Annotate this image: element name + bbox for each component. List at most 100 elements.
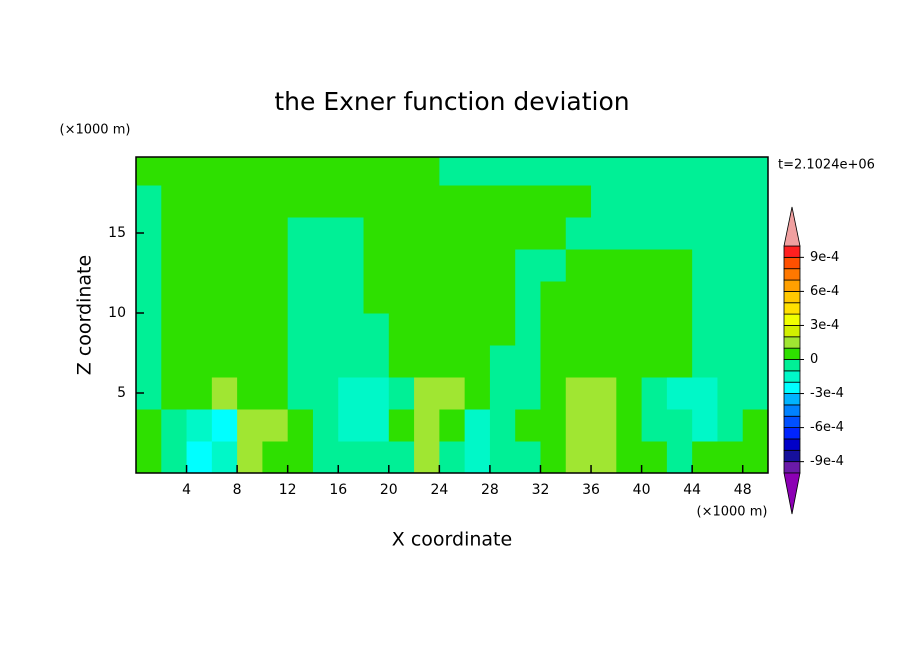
colorbar-high-triangle	[783, 206, 801, 247]
field-cell	[489, 281, 516, 314]
colorbar-box	[783, 302, 801, 315]
field-cell	[161, 281, 188, 314]
field-cell	[363, 157, 390, 186]
field-cell	[211, 441, 238, 473]
field-cell	[515, 249, 541, 282]
field-cell	[262, 217, 289, 250]
x-unit: (×1000 m)	[697, 505, 768, 520]
field-cell	[464, 441, 491, 473]
field-cell	[312, 217, 339, 250]
field-cell	[312, 281, 339, 314]
field-cell	[262, 345, 289, 378]
field-cell	[136, 441, 162, 473]
field-cell	[439, 281, 466, 314]
field-cell	[414, 441, 440, 473]
field-cell	[237, 217, 263, 250]
field-cell	[692, 377, 718, 410]
field-cell	[591, 345, 617, 378]
field-cell	[666, 377, 693, 410]
field-cell	[540, 185, 567, 218]
field-cell	[439, 345, 466, 378]
field-cell	[540, 281, 567, 314]
field-cell	[591, 409, 617, 442]
field-cell	[211, 249, 238, 282]
field-cell	[363, 249, 390, 282]
field-cell	[211, 157, 238, 186]
colorbar-box	[783, 336, 801, 349]
x-tick-label: 12	[279, 482, 297, 498]
field-cell	[414, 217, 440, 250]
x-tick-label: 4	[182, 482, 191, 498]
field-cell	[565, 157, 592, 186]
field-cell	[616, 217, 643, 250]
field-cell	[489, 345, 516, 378]
colorbar-box	[783, 415, 801, 429]
field-cell	[161, 441, 188, 473]
field-cell	[641, 217, 668, 250]
field-cell	[388, 217, 415, 250]
field-cell	[237, 313, 263, 346]
field-cell	[515, 185, 541, 218]
field-cell	[161, 157, 188, 186]
field-cell	[565, 313, 592, 346]
field-cell	[262, 157, 289, 186]
field-cell	[388, 345, 415, 378]
time-label: t=2.1024e+06	[778, 158, 875, 173]
field-cell	[186, 249, 213, 282]
x-tick-label: 48	[734, 482, 752, 498]
field-cell	[591, 281, 617, 314]
field-cell	[312, 249, 339, 282]
x-axis-label: X coordinate	[392, 529, 512, 551]
field-cell	[540, 377, 567, 410]
field-cell	[616, 345, 643, 378]
field-cell	[338, 345, 365, 378]
field-cell	[136, 157, 162, 186]
field-cell	[439, 157, 466, 186]
field-cell	[742, 185, 768, 218]
field-cell	[338, 281, 365, 314]
field-cell	[388, 281, 415, 314]
field-cell	[237, 249, 263, 282]
colorbar-box	[783, 279, 801, 292]
field-cell	[641, 313, 668, 346]
field-cell	[186, 313, 213, 346]
field-cell	[439, 377, 466, 410]
y-tick-label: 15	[108, 225, 126, 241]
field-cell	[237, 441, 263, 473]
chart-title: the Exner function deviation	[274, 87, 629, 116]
field-cell	[742, 249, 768, 282]
field-cell	[641, 377, 668, 410]
field-cell	[287, 313, 314, 346]
field-cell	[692, 409, 718, 442]
colorbar-box	[783, 268, 801, 281]
field-cell	[287, 281, 314, 314]
y-tick-label: 10	[108, 305, 126, 321]
field-cell	[540, 157, 567, 186]
x-tick-label: 24	[430, 482, 448, 498]
x-tick-label: 44	[683, 482, 701, 498]
field-cell	[489, 313, 516, 346]
field-cell	[211, 313, 238, 346]
colorbar-box	[783, 370, 801, 383]
field-cell	[692, 157, 718, 186]
x-tick-label: 16	[329, 482, 347, 498]
field-cell	[186, 409, 213, 442]
field-cell	[161, 249, 188, 282]
field-cell	[666, 441, 693, 473]
colorbar-tick-label: -9e-4	[810, 454, 844, 469]
field-cell	[363, 345, 390, 378]
field-cell	[717, 313, 744, 346]
colorbar-tick-label: -6e-4	[810, 420, 844, 435]
field-cell	[565, 377, 592, 410]
field-cell	[363, 281, 390, 314]
field-cell	[186, 185, 213, 218]
field-cell	[616, 377, 643, 410]
field-cell	[717, 217, 744, 250]
field-cell	[237, 185, 263, 218]
field-cell	[591, 313, 617, 346]
colorbar-box	[783, 256, 801, 270]
field-cell	[540, 217, 567, 250]
field-cell	[692, 345, 718, 378]
field-cell	[666, 249, 693, 282]
